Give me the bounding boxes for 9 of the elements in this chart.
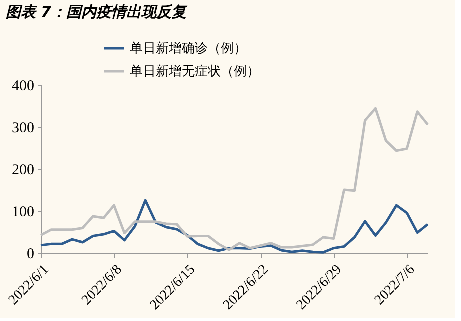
y-tick-label: 200 xyxy=(12,162,34,178)
y-tick-label: 300 xyxy=(12,120,34,136)
chart-title: 图表 7：国内疫情出现反复 xyxy=(6,3,188,21)
y-tick-label: 0 xyxy=(27,246,34,262)
legend-label: 单日新增无症状（例） xyxy=(130,64,260,80)
y-tick-label: 400 xyxy=(12,78,34,94)
legend-label: 单日新增确诊（例） xyxy=(130,42,247,56)
line-series xyxy=(40,107,430,252)
y-tick-label: 100 xyxy=(12,204,34,220)
